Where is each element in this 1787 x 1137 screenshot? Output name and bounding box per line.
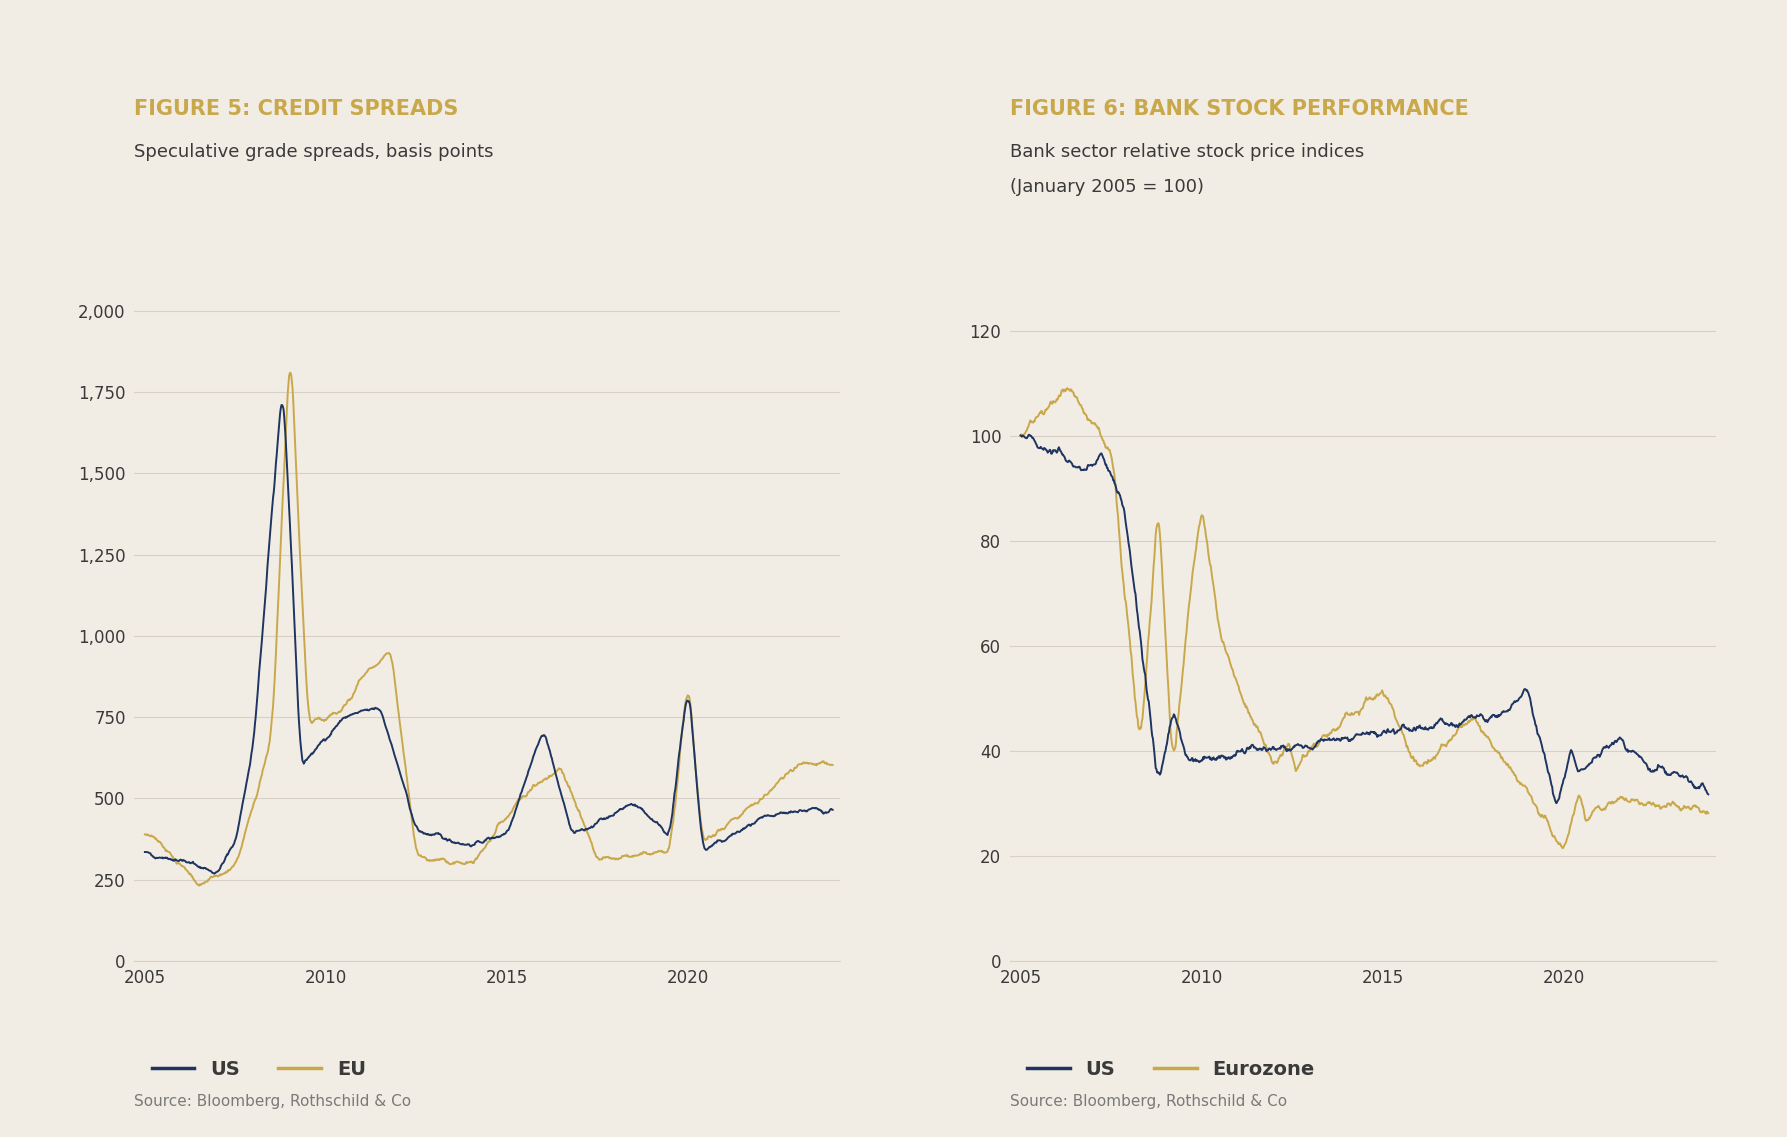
- Text: FIGURE 6: BANK STOCK PERFORMANCE: FIGURE 6: BANK STOCK PERFORMANCE: [1010, 99, 1469, 119]
- Text: Bank sector relative stock price indices: Bank sector relative stock price indices: [1010, 143, 1363, 161]
- Text: Source: Bloomberg, Rothschild & Co: Source: Bloomberg, Rothschild & Co: [1010, 1094, 1287, 1109]
- Text: FIGURE 5: CREDIT SPREADS: FIGURE 5: CREDIT SPREADS: [134, 99, 459, 119]
- Text: (January 2005 = 100): (January 2005 = 100): [1010, 177, 1204, 196]
- Text: Speculative grade spreads, basis points: Speculative grade spreads, basis points: [134, 143, 493, 161]
- Text: Source: Bloomberg, Rothschild & Co: Source: Bloomberg, Rothschild & Co: [134, 1094, 411, 1109]
- Legend: US, EU: US, EU: [143, 1053, 373, 1087]
- Legend: US, Eurozone: US, Eurozone: [1019, 1053, 1322, 1087]
